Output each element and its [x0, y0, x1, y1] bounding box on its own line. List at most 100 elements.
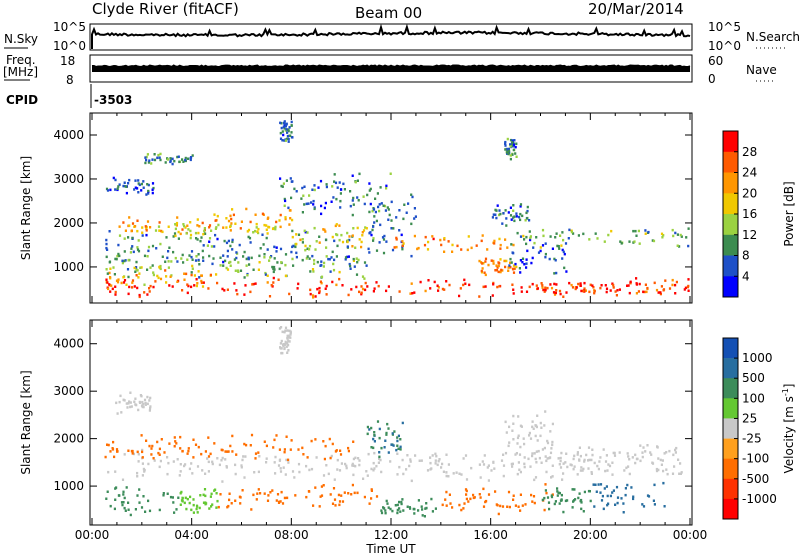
range-gate-cell [557, 245, 560, 248]
range-gate-cell [329, 456, 332, 460]
range-gate-cell [287, 461, 290, 464]
range-gate-cell [318, 286, 321, 290]
range-gate-cell [510, 218, 513, 221]
range-gate-cell [511, 153, 514, 156]
range-gate-cell [149, 396, 152, 400]
range-gate-cell [141, 226, 144, 229]
range-gate-cell [390, 443, 393, 446]
range-gate-cell [137, 182, 140, 185]
range-gate-cell [335, 197, 338, 201]
range-gate-cell [147, 462, 150, 466]
colorbar-swatch [723, 358, 738, 379]
range-gate-cell [582, 289, 585, 293]
range-gate-cell [671, 278, 674, 282]
colorbar-swatch [723, 458, 738, 480]
range-gate-cell [492, 283, 495, 286]
range-gate-cell [285, 123, 288, 126]
range-gate-cell [354, 464, 357, 468]
range-gate-cell [664, 279, 667, 282]
range-gate-cell [173, 445, 176, 448]
range-gate-cell [184, 463, 187, 466]
range-gate-cell [338, 238, 341, 242]
range-gate-cell [171, 162, 174, 166]
range-gate-cell [222, 264, 225, 267]
range-gate-cell [437, 459, 440, 463]
range-gate-cell [197, 445, 200, 449]
range-gate-cell [553, 257, 556, 261]
range-gate-cell [618, 288, 621, 291]
range-gate-cell [635, 277, 638, 280]
range-gate-cell [348, 262, 351, 266]
range-gate-cell [185, 272, 188, 276]
colorbar-tick-label: 25 [742, 411, 757, 425]
range-gate-cell [499, 504, 502, 508]
range-gate-cell [511, 251, 514, 254]
range-gate-cell [430, 497, 433, 501]
range-gate-cell [146, 255, 149, 258]
range-gate-cell [148, 409, 151, 412]
range-gate-cell [235, 256, 238, 260]
range-gate-cell [286, 134, 289, 138]
range-gate-cell [680, 471, 683, 474]
range-gate-cell [280, 126, 283, 130]
range-gate-cell [497, 270, 500, 274]
range-gate-cell [286, 329, 289, 332]
range-gate-cell [289, 217, 292, 220]
range-gate-cell [241, 489, 244, 492]
range-gate-cell [486, 248, 489, 251]
range-gate-cell [189, 495, 192, 499]
range-gate-cell [238, 243, 241, 247]
range-gate-cell [180, 490, 183, 494]
range-gate-cell [261, 233, 264, 236]
range-gate-cell [290, 131, 293, 134]
range-gate-cell [336, 458, 339, 462]
range-gate-cell [342, 182, 345, 186]
range-gate-cell [274, 225, 277, 229]
range-gate-cell [519, 235, 523, 238]
range-gate-cell [363, 202, 366, 206]
range-gate-cell [627, 455, 630, 458]
range-gate-cell [166, 158, 169, 161]
range-gate-cell [320, 494, 324, 497]
range-gate-cell [279, 247, 283, 251]
range-gate-cell [354, 180, 357, 184]
range-gate-cell [580, 498, 583, 502]
range-gate-cell [685, 236, 688, 239]
range-gate-cell [393, 246, 396, 249]
range-gate-cell [544, 242, 547, 245]
range-gate-cell [579, 454, 582, 458]
range-gate-cell [528, 230, 531, 233]
range-gate-cell [137, 239, 140, 242]
range-gate-cell [117, 185, 120, 188]
range-gate-cell [543, 496, 546, 500]
range-gate-cell [313, 206, 316, 209]
range-gate-cell [560, 451, 563, 455]
colorbar-swatch [723, 498, 738, 520]
range-gate-cell [145, 233, 148, 237]
range-gate-cell [211, 460, 214, 464]
range-gate-cell [372, 208, 376, 211]
range-gate-cell [511, 462, 514, 466]
range-gate-cell [387, 427, 390, 430]
range-gate-cell [134, 225, 137, 228]
range-gate-cell [370, 233, 373, 237]
range-gate-cell [181, 253, 184, 257]
range-gate-cell [524, 503, 527, 506]
range-gate-cell [409, 507, 412, 510]
range-gate-cell [426, 248, 430, 251]
range-gate-cell [115, 401, 118, 405]
range-gate-cell [228, 498, 231, 502]
range-gate-cell [356, 196, 359, 199]
range-gate-cell [196, 282, 199, 285]
range-gate-cell [555, 283, 558, 286]
range-gate-cell [336, 186, 339, 189]
range-gate-cell [564, 242, 568, 245]
range-gate-cell [340, 494, 343, 497]
colorbar-swatch [723, 438, 738, 459]
range-gate-cell [541, 498, 544, 502]
range-gate-cell [325, 255, 328, 258]
range-gate-cell [223, 289, 226, 292]
range-gate-cell [554, 291, 557, 295]
range-gate-cell [290, 196, 293, 200]
range-gate-cell [284, 342, 287, 345]
